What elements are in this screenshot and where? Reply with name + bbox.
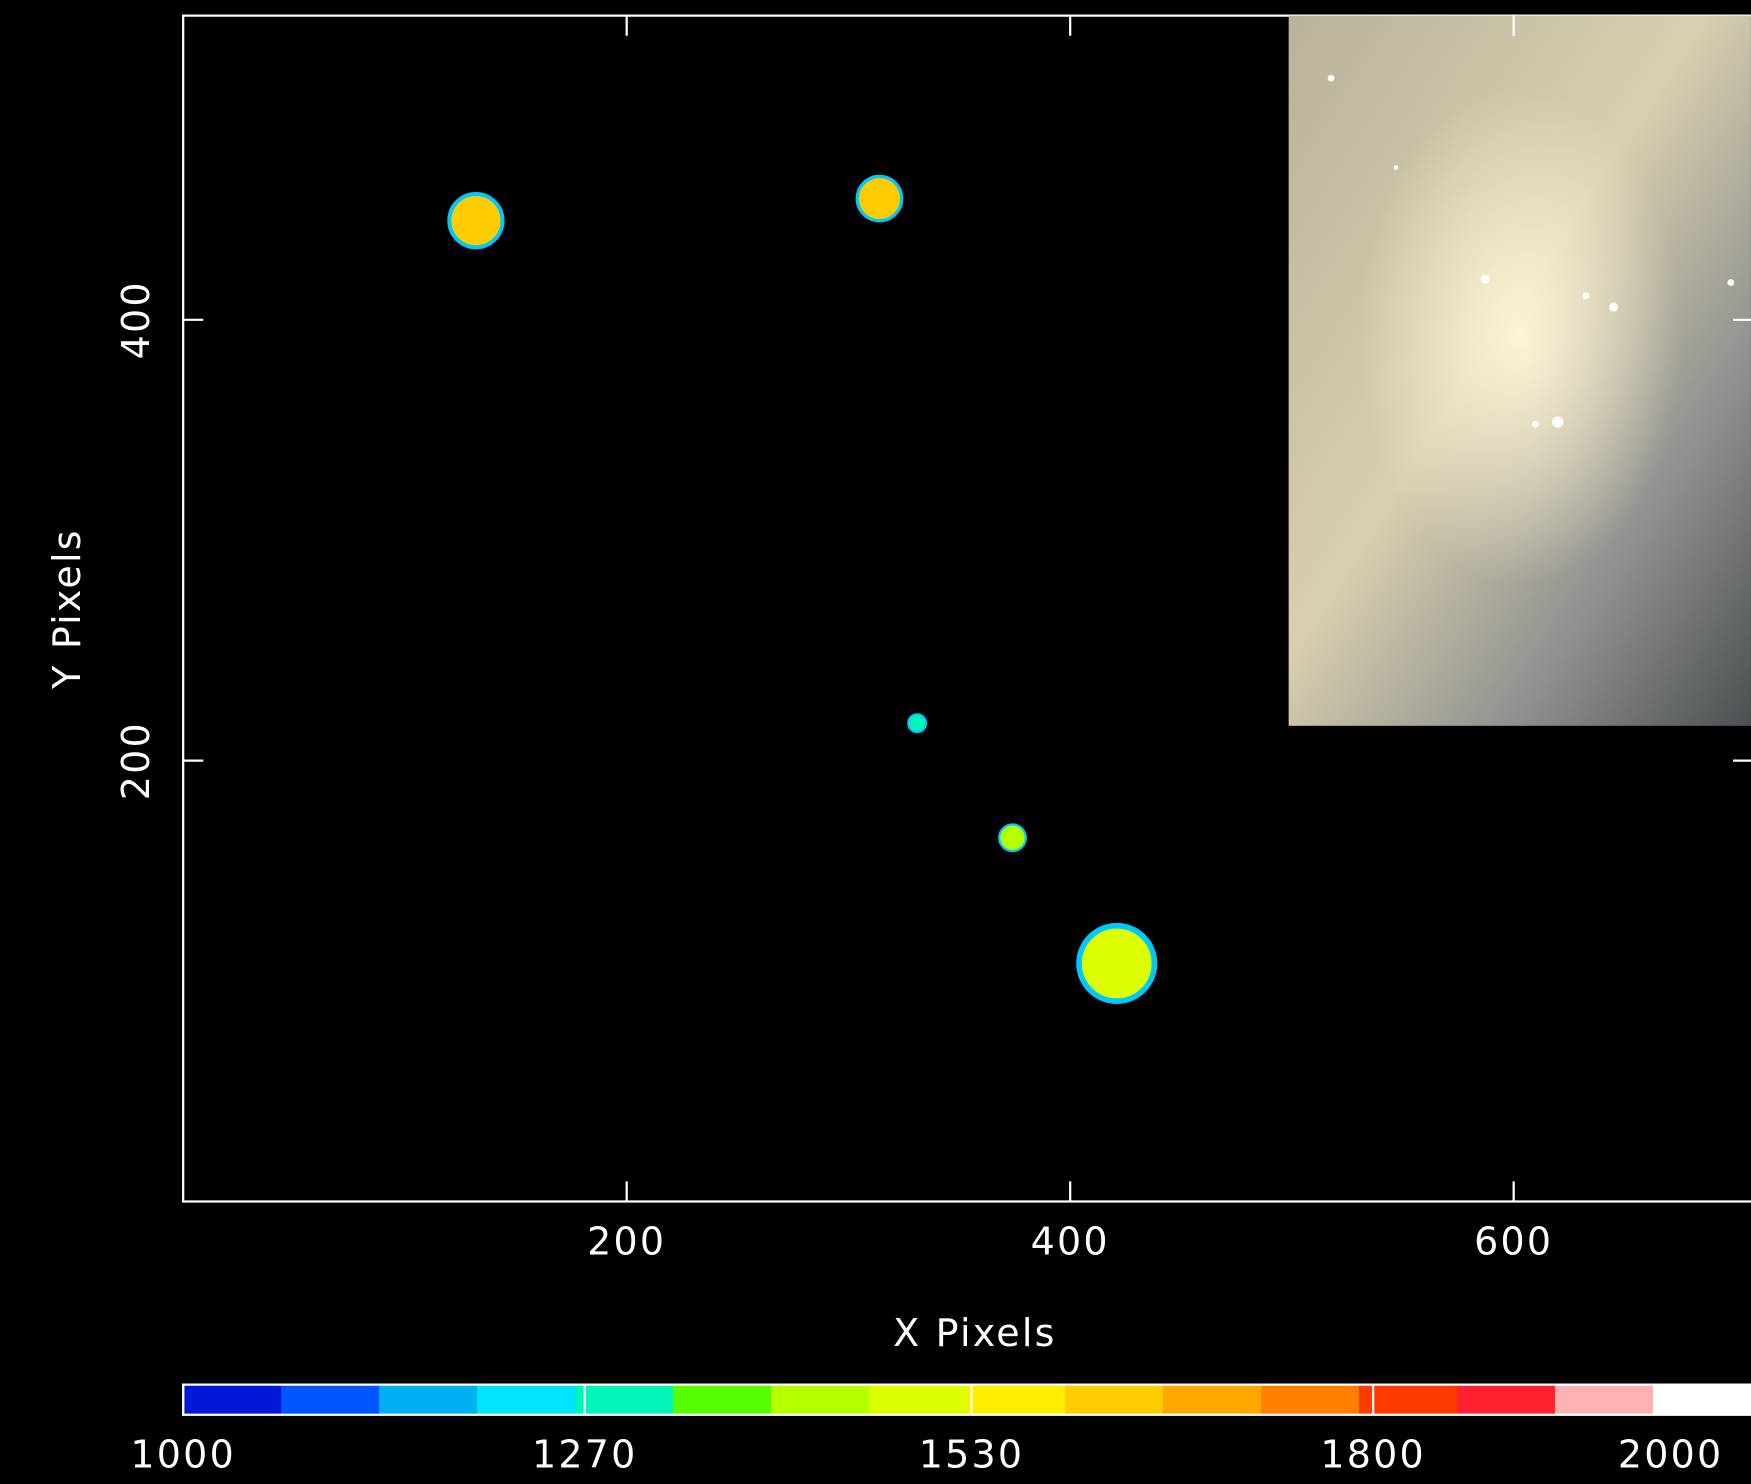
colorbar-segment <box>869 1385 968 1415</box>
colorbar-tick-label: 2000 <box>1618 1433 1724 1477</box>
colorbar-segment <box>281 1385 380 1415</box>
video-inset <box>1289 16 1751 726</box>
hot-spot <box>857 176 901 220</box>
x-tick-label: 400 <box>1031 1219 1110 1263</box>
colorbar-segment <box>771 1385 870 1415</box>
colorbar-tick-label: 1530 <box>919 1433 1025 1477</box>
hot-spot <box>1079 926 1154 1001</box>
colorbar-segment <box>673 1385 772 1415</box>
colorbar-segment <box>575 1385 674 1415</box>
colorbar-tick-label: 1270 <box>532 1433 638 1477</box>
hot-spot <box>908 714 926 732</box>
colorbar-segment <box>1163 1385 1262 1415</box>
colorbar-segment <box>1555 1385 1654 1415</box>
colorbar-segment <box>477 1385 576 1415</box>
colorbar-segment <box>183 1385 282 1415</box>
x-tick-label: 200 <box>587 1219 666 1263</box>
colorbar-segment <box>967 1385 1066 1415</box>
y-tick-label: 400 <box>114 280 158 359</box>
colorbar-segment <box>1457 1385 1556 1415</box>
hot-spot <box>999 824 1026 851</box>
colorbar-tick-label: 1000 <box>130 1433 236 1477</box>
x-tick-label: 600 <box>1474 1219 1553 1263</box>
y-tick-label: 200 <box>114 721 158 800</box>
colorbar-segment <box>1065 1385 1164 1415</box>
colorbar-tick-label: 1800 <box>1320 1433 1426 1477</box>
page: {"chart_data": {"type": "scatter", "x_la… <box>0 0 1751 1484</box>
colorbar-segment <box>1261 1385 1360 1415</box>
y-axis-label: Y Pixels <box>45 528 89 690</box>
hot-spot <box>449 194 502 247</box>
chart: X Pixels Y Pixels 200 400 600 200 400 1000 127… <box>0 0 1751 1484</box>
x-axis-label: X Pixels <box>893 1311 1057 1355</box>
colorbar-segment <box>1653 1385 1751 1415</box>
colorbar-segment <box>379 1385 478 1415</box>
